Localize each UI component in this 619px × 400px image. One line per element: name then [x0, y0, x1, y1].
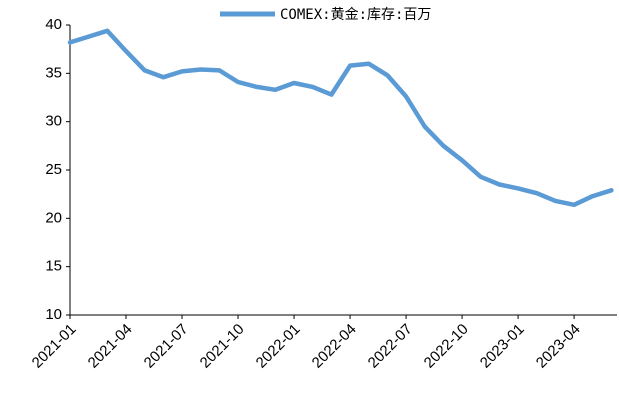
x-tick-label: 2021-04 — [85, 321, 136, 372]
y-tick-label: 25 — [45, 161, 62, 178]
x-tick-label: 2022-04 — [309, 321, 360, 372]
y-tick-label: 15 — [45, 258, 62, 275]
data-line — [67, 28, 614, 208]
y-tick-label: 35 — [45, 64, 62, 81]
y-tick-label: 10 — [45, 306, 62, 323]
legend-label: COMEX:黄金:库存:百万 — [280, 6, 431, 23]
x-tick-label: 2022-10 — [421, 321, 472, 372]
x-tick-label: 2022-01 — [253, 321, 304, 372]
x-tick-label: 2023-04 — [533, 321, 584, 372]
y-tick-label: 20 — [45, 209, 62, 226]
y-tick-label: 40 — [45, 16, 62, 33]
x-tick-label: 2023-01 — [477, 321, 528, 372]
x-tick-label: 2021-01 — [29, 321, 80, 372]
y-tick-label: 30 — [45, 113, 62, 130]
x-tick-label: 2021-10 — [197, 321, 248, 372]
x-tick-label: 2021-07 — [141, 321, 192, 372]
x-tick-label: 2022-07 — [365, 321, 416, 372]
